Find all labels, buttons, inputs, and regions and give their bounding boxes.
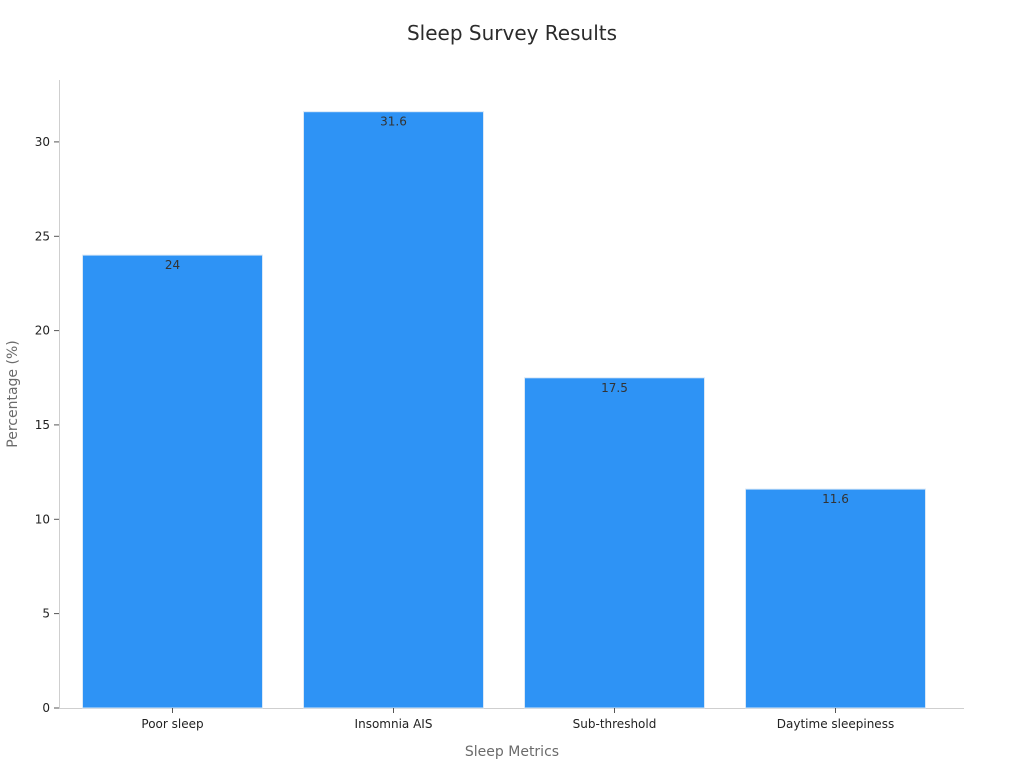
data-label: 17.5: [601, 381, 628, 395]
bar-insomnia-ais: [303, 111, 484, 709]
y-tick-label: 15: [35, 418, 50, 432]
data-label: 24: [165, 258, 180, 272]
chart-title: Sleep Survey Results: [407, 21, 617, 45]
x-tick-label: Sub-threshold: [573, 717, 657, 731]
bar-poor-sleep: [82, 254, 263, 709]
x-axis-label: Sleep Metrics: [465, 744, 559, 760]
bars-group: [82, 111, 926, 709]
x-tick-label: Insomnia AIS: [355, 717, 433, 731]
data-label: 11.6: [822, 492, 849, 506]
y-ticks-group: 0 5 10 15 20 25 30: [35, 135, 59, 715]
y-tick-label: 10: [35, 512, 50, 526]
data-label: 31.6: [380, 115, 407, 129]
y-tick-label: 20: [35, 324, 50, 338]
y-tick-label: 30: [35, 135, 50, 149]
bar-sub-threshold: [524, 377, 705, 709]
x-tick-label: Poor sleep: [141, 717, 203, 731]
data-labels-group: 24 31.6 17.5 11.6: [165, 115, 849, 506]
y-axis-label: Percentage (%): [5, 340, 21, 447]
x-tick-label: Daytime sleepiness: [777, 717, 894, 731]
y-tick-label: 5: [42, 607, 50, 621]
x-ticks-group: Poor sleep Insomnia AIS Sub-threshold Dayti…: [141, 708, 894, 731]
y-tick-label: 0: [42, 701, 50, 715]
y-tick-label: 25: [35, 229, 50, 243]
bar-daytime-sleepiness: [745, 488, 926, 709]
